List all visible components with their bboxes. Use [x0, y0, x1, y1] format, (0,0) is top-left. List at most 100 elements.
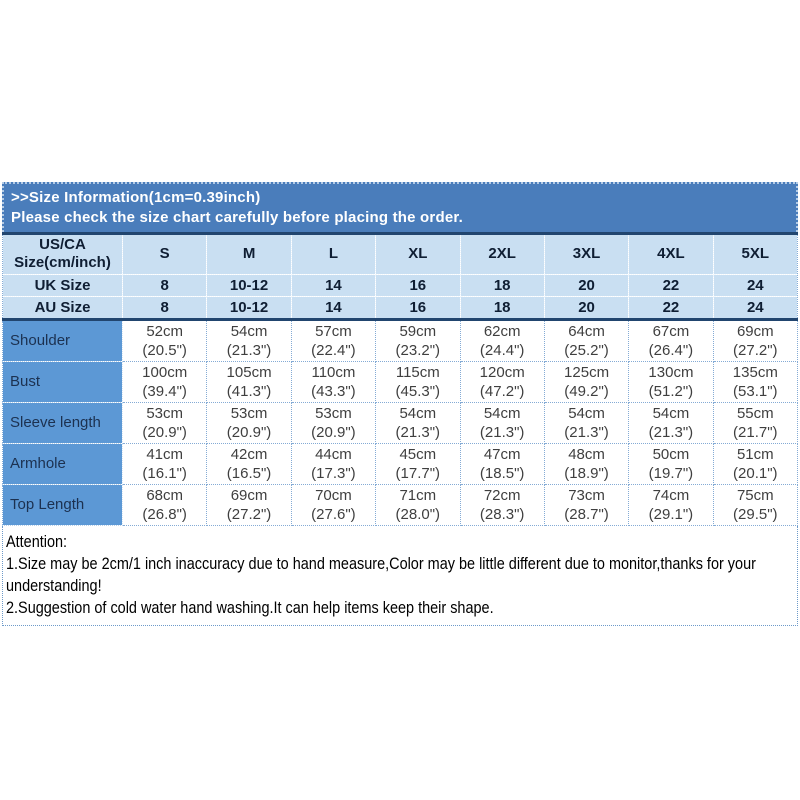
size-column-header-2xl: 2XL	[460, 235, 545, 275]
cell-top-length-2xl: 72cm (28.3")	[460, 484, 545, 526]
measurement-row-shoulder: Shoulder 52cm (20.5") 54cm (21.3") 57cm (22.4"…	[2, 319, 799, 362]
cell-au-size-row-xl: 16	[375, 296, 461, 321]
cell-uk-size-row-xl: 16	[375, 274, 461, 297]
cell-shoulder-2xl: 62cm (24.4")	[460, 319, 545, 362]
size-chart-sheet: >>Size Information(1cm=0.39inch) Please …	[2, 182, 799, 626]
inch-value: (26.8")	[142, 505, 187, 523]
cm-value: 115cm	[395, 363, 440, 381]
uk-size-row-label: UK Size	[2, 274, 123, 297]
cell-sleeve-length-5xl: 55cm (21.7")	[713, 402, 799, 444]
size-column-header-5xl: 5XL	[713, 235, 798, 275]
measurement-row-top-length: Top Length 68cm (26.8") 69cm (27.2") 70cm (27.…	[2, 484, 799, 526]
banner-bottom-rule	[2, 232, 798, 235]
cm-value: 52cm	[146, 322, 184, 340]
size-header-row: US/CA Size(cm/inch) S M L XL 2XL 3XL 4XL 5XL	[2, 235, 798, 275]
cell-au-size-row-l: 14	[291, 296, 377, 321]
inch-value: (45.3")	[395, 382, 441, 400]
inch-value: (27.2")	[733, 341, 778, 359]
cell-au-size-row-s: 8	[122, 296, 208, 321]
cm-value: 45cm	[399, 445, 437, 463]
cell-bust-4xl: 130cm (51.2")	[628, 361, 714, 403]
inch-value: (16.1")	[142, 464, 187, 482]
inch-value: (17.7")	[395, 464, 441, 482]
inch-value: (27.2")	[226, 505, 272, 523]
cm-value: 54cm	[230, 322, 268, 340]
cell-shoulder-3xl: 64cm (25.2")	[544, 319, 630, 362]
cell-top-length-4xl: 74cm (29.1")	[628, 484, 714, 526]
measurement-row-armhole: Armhole 41cm (16.1") 42cm (16.5") 44cm (17.3")…	[2, 443, 799, 485]
cell-uk-size-row-l: 14	[291, 274, 377, 297]
size-column-header-3xl: 3XL	[544, 235, 630, 275]
cm-value: 73cm	[568, 486, 605, 504]
size-column-header-xl: XL	[375, 235, 461, 275]
inch-value: (23.2")	[395, 341, 441, 359]
cell-bust-xl: 115cm (45.3")	[375, 361, 461, 403]
inch-value: (51.2")	[648, 382, 694, 400]
inch-value: (21.7")	[733, 423, 778, 441]
inch-value: (39.4")	[142, 382, 187, 400]
cm-value: 53cm	[146, 404, 184, 422]
cell-au-size-row-3xl: 20	[544, 296, 630, 321]
cm-value: 69cm	[736, 322, 774, 340]
cell-top-length-3xl: 73cm (28.7")	[544, 484, 630, 526]
cell-top-length-xl: 71cm (28.0")	[375, 484, 461, 526]
cell-uk-size-row-s: 8	[122, 274, 208, 297]
inch-value: (21.3")	[564, 423, 609, 441]
size-column-header-s: S	[122, 235, 208, 275]
cm-value: 44cm	[315, 445, 352, 463]
cm-value: 48cm	[568, 445, 605, 463]
cell-au-size-row-4xl: 22	[628, 296, 714, 321]
cell-top-length-5xl: 75cm (29.5")	[713, 484, 799, 526]
cell-shoulder-xl: 59cm (23.2")	[375, 319, 461, 362]
cm-value: 64cm	[568, 322, 605, 340]
cm-value: 67cm	[652, 322, 690, 340]
cm-value: 130cm	[648, 363, 694, 381]
cm-value: 53cm	[230, 404, 268, 422]
size-column-header-4xl: 4XL	[628, 235, 714, 275]
inch-value: (18.5")	[479, 464, 525, 482]
cm-value: 125cm	[564, 363, 610, 381]
cm-value: 55cm	[736, 404, 774, 422]
inch-value: (21.3")	[479, 423, 525, 441]
inch-value: (26.4")	[648, 341, 694, 359]
cell-sleeve-length-l: 53cm (20.9")	[291, 402, 377, 444]
inch-value: (47.2")	[479, 382, 525, 400]
cm-value: 75cm	[736, 486, 774, 504]
cell-shoulder-l: 57cm (22.4")	[291, 319, 377, 362]
cm-value: 59cm	[399, 322, 437, 340]
cm-value: 71cm	[399, 486, 437, 504]
cell-sleeve-length-s: 53cm (20.9")	[122, 402, 208, 444]
inch-value: (21.3")	[226, 341, 272, 359]
row-label-sleeve-length: Sleeve length	[2, 402, 123, 444]
cm-value: 135cm	[732, 363, 778, 381]
au-size-row-label: AU Size	[2, 296, 123, 321]
cell-sleeve-length-4xl: 54cm (21.3")	[628, 402, 714, 444]
cell-armhole-s: 41cm (16.1")	[122, 443, 208, 485]
inch-value: (28.7")	[564, 505, 609, 523]
inch-value: (20.9")	[226, 423, 272, 441]
cm-value: 51cm	[736, 445, 774, 463]
cm-value: 120cm	[479, 363, 525, 381]
cell-armhole-l: 44cm (17.3")	[291, 443, 377, 485]
row-label-armhole: Armhole	[2, 443, 123, 485]
cell-bust-s: 100cm (39.4")	[122, 361, 208, 403]
inch-value: (20.9")	[311, 423, 356, 441]
banner-title: >>Size Information(1cm=0.39inch)	[11, 189, 261, 206]
attention-note-1: 1.Size may be 2cm/1 inch inaccuracy due …	[6, 553, 756, 595]
inch-value: (29.1")	[648, 505, 694, 523]
attention-heading: Attention:	[6, 531, 68, 551]
cm-value: 41cm	[146, 445, 184, 463]
inch-value: (43.3")	[311, 382, 356, 400]
inch-value: (25.2")	[564, 341, 609, 359]
cm-value: 54cm	[399, 404, 437, 422]
size-table: US/CA Size(cm/inch) S M L XL 2XL 3XL 4XL 5XL UK Si…	[2, 235, 799, 526]
uk-size-row: UK Size 8 10-12 14 16 18 20 22 24	[2, 274, 798, 297]
cm-value: 105cm	[226, 363, 272, 381]
cell-sleeve-length-3xl: 54cm (21.3")	[544, 402, 630, 444]
cell-sleeve-length-m: 53cm (20.9")	[206, 402, 292, 444]
row-label-top-length: Top Length	[2, 484, 123, 526]
cm-value: 57cm	[315, 322, 352, 340]
cm-value: 72cm	[483, 486, 521, 504]
cm-value: 42cm	[230, 445, 268, 463]
row-label-shoulder: Shoulder	[2, 319, 123, 362]
